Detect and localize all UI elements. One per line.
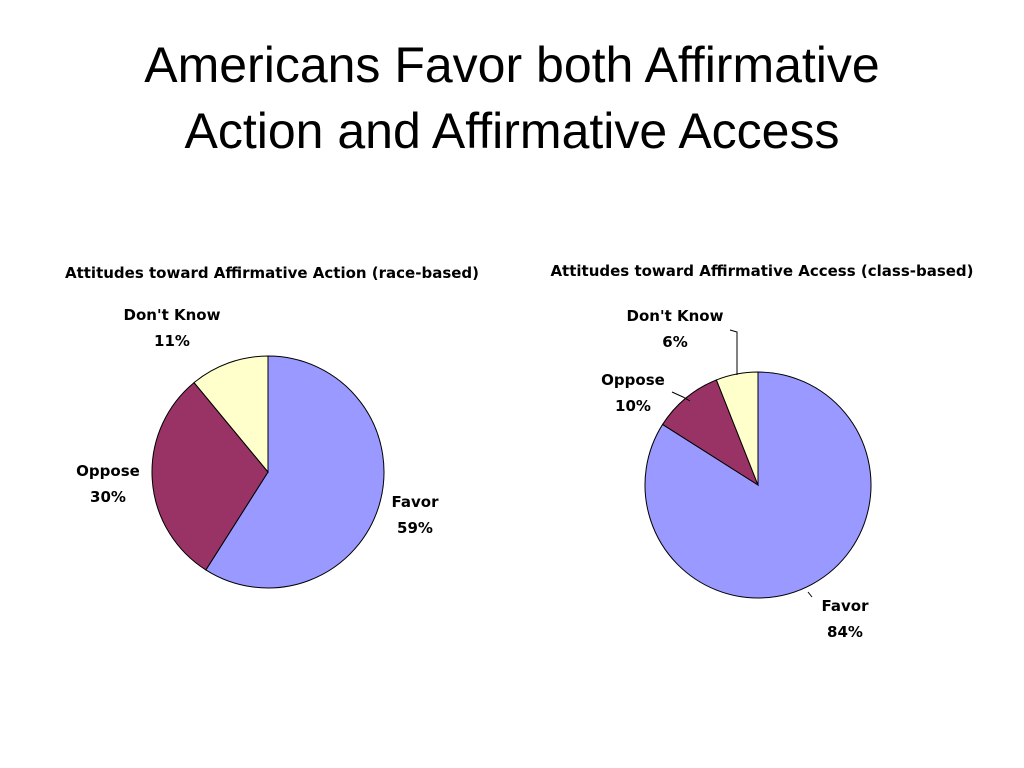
leader-line [671, 391, 691, 402]
chart-title: Attitudes toward Affirmative Access (cla… [550, 262, 973, 280]
slice-label: Don't Know [124, 306, 221, 324]
pie-slice [205, 355, 385, 589]
slice-label: Oppose [76, 462, 140, 480]
chart-title: Attitudes toward Affirmative Action (rac… [65, 264, 479, 282]
slice-value-label: 30% [90, 488, 126, 506]
slice-value-label: 6% [662, 333, 687, 351]
slice-label: Favor [822, 597, 870, 615]
slice-value-label: 11% [154, 332, 190, 350]
slice-label: Oppose [601, 371, 665, 389]
slice-value-label: 10% [615, 397, 651, 415]
slide-title: Action and Affirmative Access [185, 103, 840, 159]
pie-slice [661, 379, 760, 487]
slice-label: Don't Know [627, 307, 724, 325]
slice-value-label: 59% [397, 519, 433, 537]
slice-label: Favor [392, 493, 440, 511]
leader-line [729, 329, 738, 375]
pie-slice [151, 381, 269, 571]
pie-slice [193, 355, 269, 474]
slide-title: Americans Favor both Affirmative [144, 37, 879, 93]
slice-value-label: 84% [827, 623, 863, 641]
leader-line [807, 591, 813, 598]
